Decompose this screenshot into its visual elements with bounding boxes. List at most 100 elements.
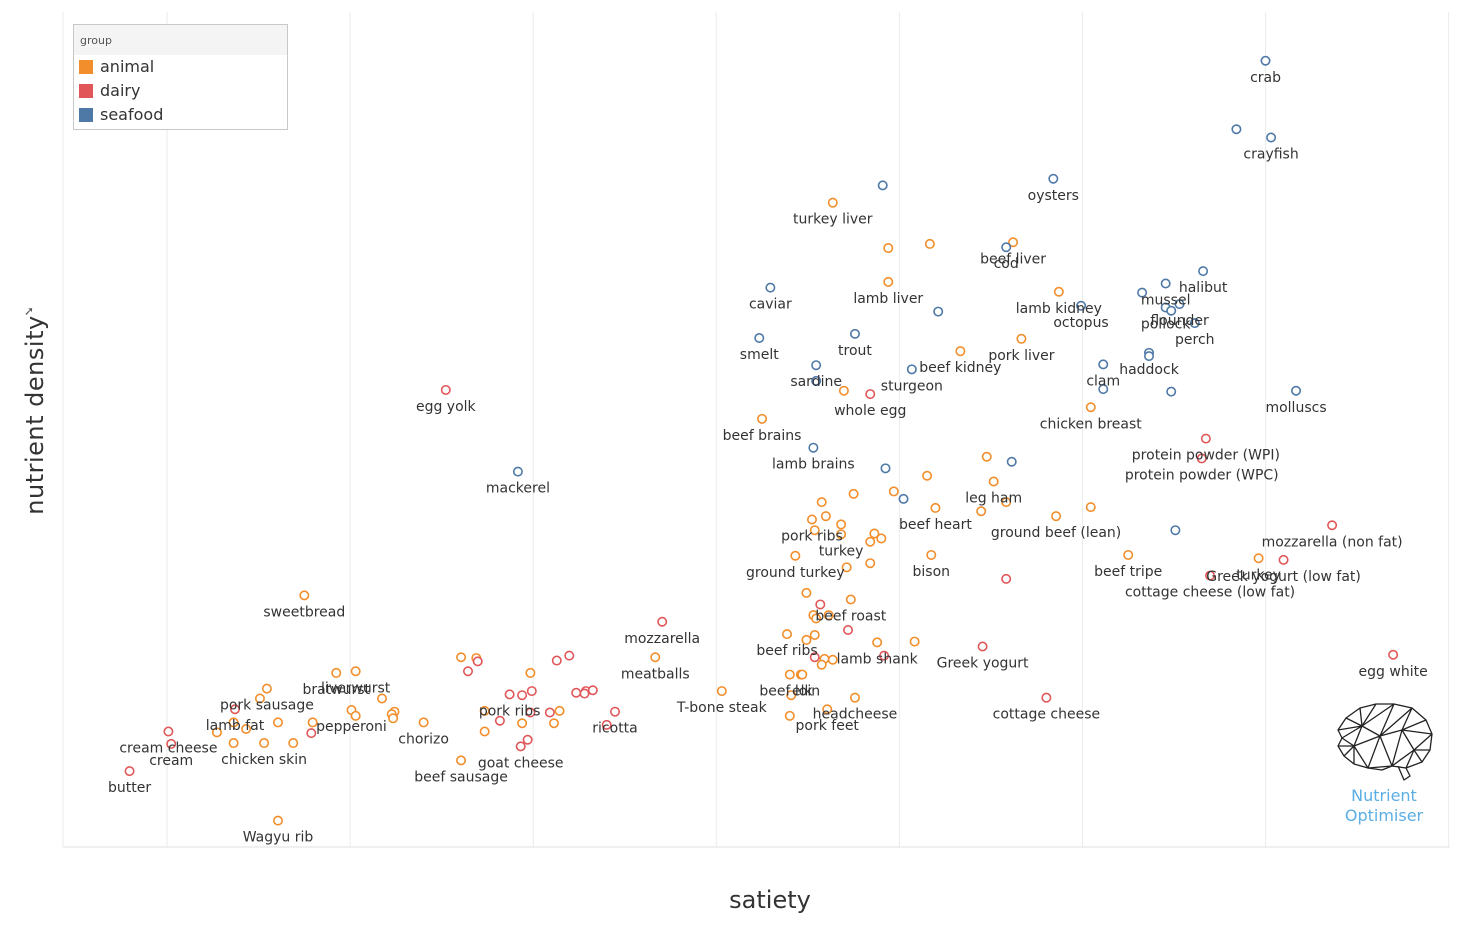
data-point-animal[interactable] xyxy=(836,529,847,540)
data-point-animal[interactable] xyxy=(716,686,727,697)
data-point-animal[interactable] xyxy=(909,636,920,647)
data-point-seafood[interactable] xyxy=(1137,287,1148,298)
data-point-animal[interactable] xyxy=(820,511,831,522)
data-point-animal[interactable] xyxy=(845,594,856,605)
data-point-dairy[interactable] xyxy=(1327,520,1338,531)
data-point-seafood[interactable] xyxy=(1076,300,1087,311)
data-point-dairy[interactable] xyxy=(229,704,240,715)
data-point-animal[interactable] xyxy=(1253,553,1264,564)
data-point-animal[interactable] xyxy=(926,549,937,560)
data-point-animal[interactable] xyxy=(784,669,795,680)
data-point-seafood[interactable] xyxy=(1048,173,1059,184)
data-point-animal[interactable] xyxy=(456,652,467,663)
data-point-seafood[interactable] xyxy=(1174,299,1185,310)
data-point-animal[interactable] xyxy=(261,683,272,694)
data-point-animal[interactable] xyxy=(811,613,822,624)
data-point-seafood[interactable] xyxy=(906,364,917,375)
data-point-seafood[interactable] xyxy=(1166,305,1177,316)
data-point-animal[interactable] xyxy=(816,659,827,670)
data-point-seafood[interactable] xyxy=(754,332,765,343)
data-point-animal[interactable] xyxy=(1123,549,1134,560)
data-point-animal[interactable] xyxy=(272,717,283,728)
data-point-dairy[interactable] xyxy=(1001,573,1012,584)
data-point-seafood[interactable] xyxy=(811,360,822,371)
data-point-seafood[interactable] xyxy=(898,493,909,504)
data-point-animal[interactable] xyxy=(801,587,812,598)
data-point-animal[interactable] xyxy=(456,755,467,766)
legend-item-seafood[interactable]: seafood xyxy=(74,103,287,127)
data-point-seafood[interactable] xyxy=(1144,351,1155,362)
data-point-seafood[interactable] xyxy=(1260,55,1271,66)
data-point-animal[interactable] xyxy=(988,476,999,487)
data-point-dairy[interactable] xyxy=(163,726,174,737)
data-point-seafood[interactable] xyxy=(1198,266,1209,277)
data-point-animal[interactable] xyxy=(1085,502,1096,513)
data-point-dairy[interactable] xyxy=(1388,649,1399,660)
data-point-animal[interactable] xyxy=(816,497,827,508)
data-point-seafood[interactable] xyxy=(933,306,944,317)
data-point-dairy[interactable] xyxy=(1041,692,1052,703)
data-point-dairy[interactable] xyxy=(571,687,582,698)
data-point-animal[interactable] xyxy=(838,385,849,396)
data-point-dairy[interactable] xyxy=(601,719,612,730)
data-point-seafood[interactable] xyxy=(1006,456,1017,467)
data-point-animal[interactable] xyxy=(841,562,852,573)
data-point-dairy[interactable] xyxy=(843,625,854,636)
data-point-dairy[interactable] xyxy=(517,690,528,701)
data-point-dairy[interactable] xyxy=(1196,453,1207,464)
data-point-animal[interactable] xyxy=(650,652,661,663)
data-point-dairy[interactable] xyxy=(610,706,621,717)
data-point-animal[interactable] xyxy=(350,710,361,721)
data-point-seafood[interactable] xyxy=(1001,242,1012,253)
data-point-seafood[interactable] xyxy=(849,328,860,339)
data-point-animal[interactable] xyxy=(801,634,812,645)
data-point-dairy[interactable] xyxy=(544,707,555,718)
data-point-animal[interactable] xyxy=(827,197,838,208)
data-point-animal[interactable] xyxy=(525,667,536,678)
data-point-dairy[interactable] xyxy=(1278,554,1289,565)
data-point-seafood[interactable] xyxy=(880,463,891,474)
data-point-animal[interactable] xyxy=(1053,286,1064,297)
data-point-animal[interactable] xyxy=(922,470,933,481)
data-point-animal[interactable] xyxy=(259,738,270,749)
data-point-animal[interactable] xyxy=(955,346,966,357)
data-point-seafood[interactable] xyxy=(1166,386,1177,397)
legend-item-dairy[interactable]: dairy xyxy=(74,79,287,103)
data-point-dairy[interactable] xyxy=(587,685,598,696)
data-point-dairy[interactable] xyxy=(865,389,876,400)
data-point-animal[interactable] xyxy=(1008,237,1019,248)
data-point-animal[interactable] xyxy=(1085,402,1096,413)
data-point-seafood[interactable] xyxy=(1291,385,1302,396)
legend-item-animal[interactable]: animal xyxy=(74,55,287,79)
data-point-animal[interactable] xyxy=(797,669,808,680)
data-point-animal[interactable] xyxy=(809,629,820,640)
data-point-animal[interactable] xyxy=(865,536,876,547)
data-point-dairy[interactable] xyxy=(463,666,474,677)
data-point-animal[interactable] xyxy=(377,693,388,704)
data-point-animal[interactable] xyxy=(872,637,883,648)
data-point-animal[interactable] xyxy=(876,533,887,544)
data-point-seafood[interactable] xyxy=(808,442,819,453)
data-point-dairy[interactable] xyxy=(657,616,668,627)
data-point-dairy[interactable] xyxy=(1200,433,1211,444)
data-point-animal[interactable] xyxy=(299,590,310,601)
data-point-animal[interactable] xyxy=(809,525,820,536)
data-point-dairy[interactable] xyxy=(515,741,526,752)
data-point-animal[interactable] xyxy=(350,666,361,677)
data-point-animal[interactable] xyxy=(548,718,559,729)
data-point-seafood[interactable] xyxy=(811,375,822,386)
data-point-seafood[interactable] xyxy=(1170,525,1181,536)
legend[interactable]: group animal dairy seafood xyxy=(73,24,288,130)
data-point-dairy[interactable] xyxy=(879,650,890,661)
data-point-animal[interactable] xyxy=(241,724,252,735)
data-point-dairy[interactable] xyxy=(494,715,505,726)
data-point-animal[interactable] xyxy=(1001,497,1012,508)
data-point-animal[interactable] xyxy=(924,238,935,249)
data-point-dairy[interactable] xyxy=(525,707,536,718)
data-point-animal[interactable] xyxy=(307,717,318,728)
data-point-dairy[interactable] xyxy=(809,652,820,663)
data-point-animal[interactable] xyxy=(806,514,817,525)
data-point-dairy[interactable] xyxy=(166,738,177,749)
data-point-animal[interactable] xyxy=(388,713,399,724)
data-point-animal[interactable] xyxy=(930,502,941,513)
